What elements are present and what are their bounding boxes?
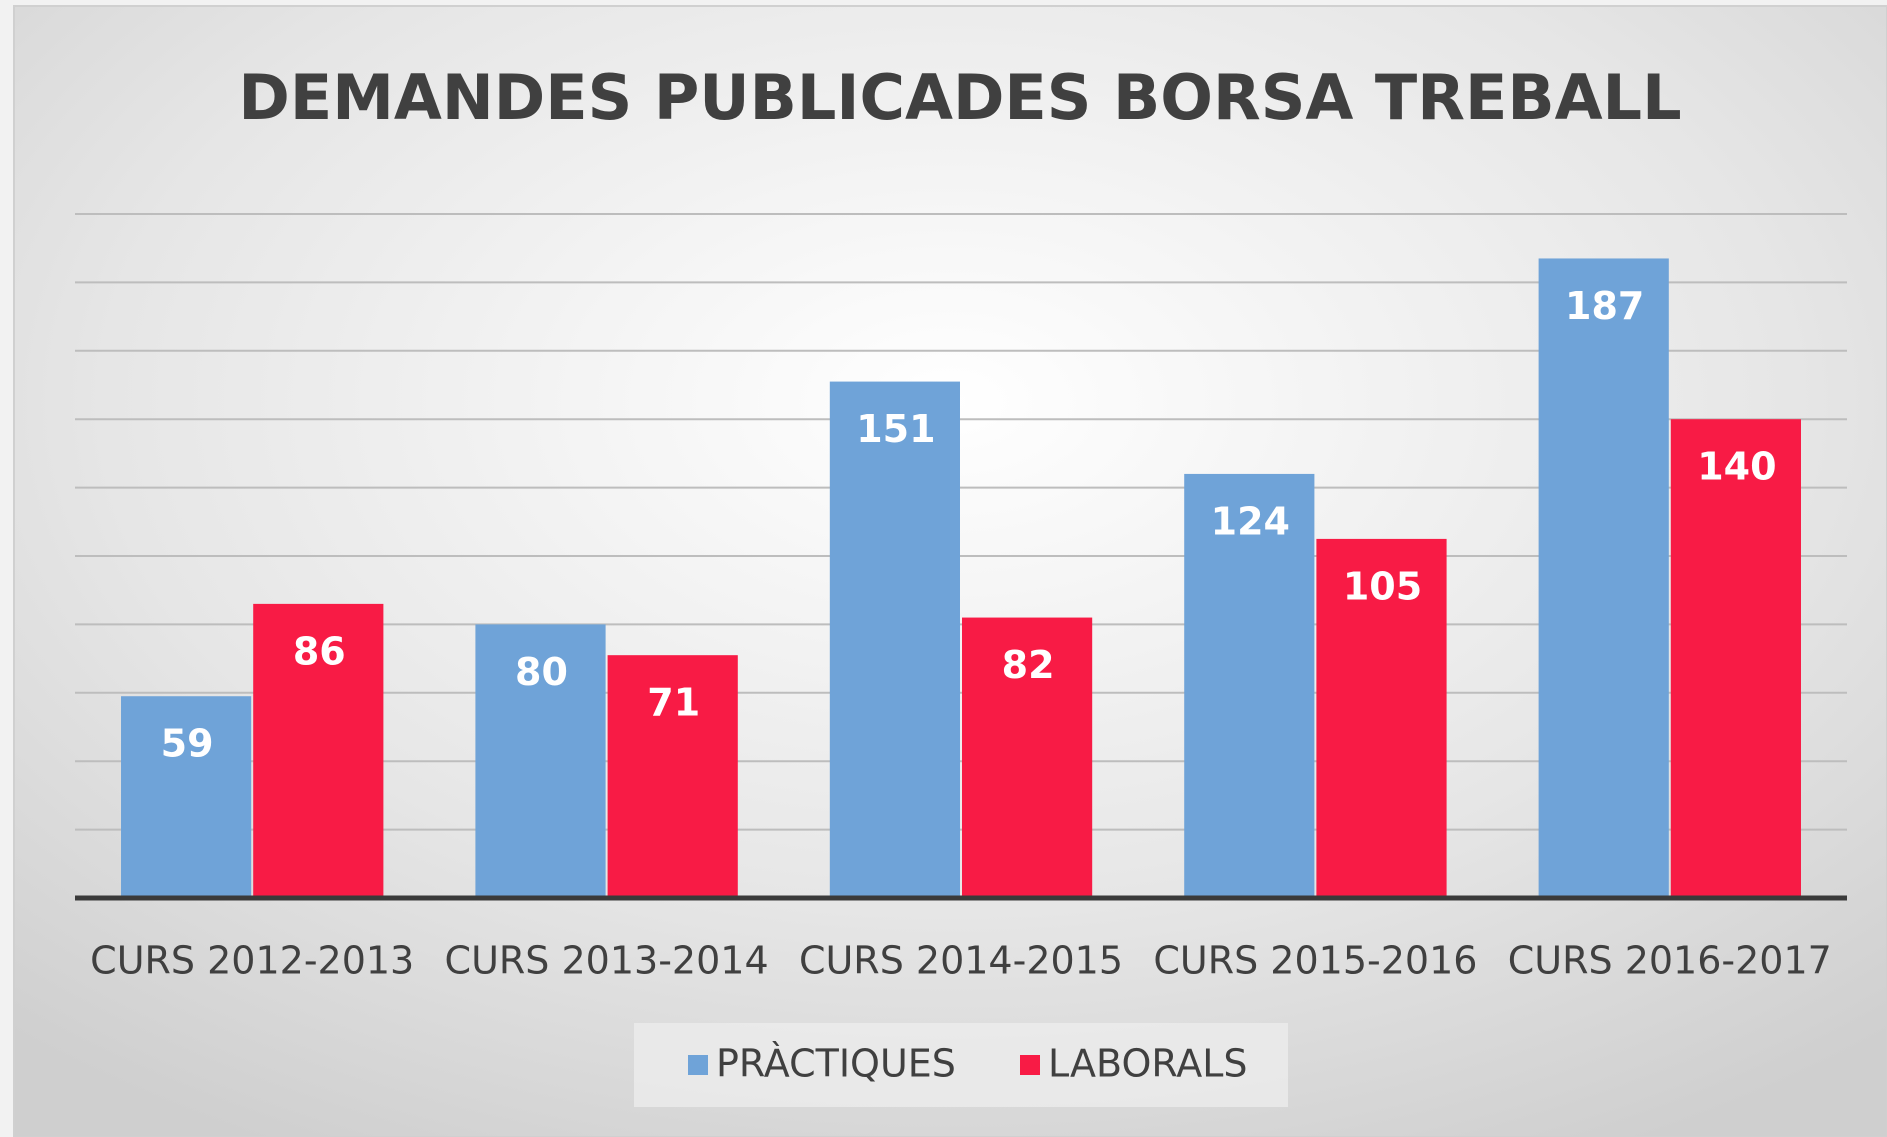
x-tick-label: CURS 2012-2013 bbox=[90, 939, 414, 983]
bar bbox=[121, 696, 252, 898]
chart-title: DEMANDES PUBLICADES BORSA TREBALL bbox=[238, 61, 1681, 134]
data-label: 151 bbox=[856, 407, 935, 451]
bar bbox=[607, 655, 738, 898]
legend-swatch bbox=[1020, 1055, 1040, 1075]
bar bbox=[475, 624, 606, 898]
data-label: 187 bbox=[1565, 284, 1644, 328]
data-label: 124 bbox=[1211, 499, 1290, 543]
bar bbox=[829, 381, 960, 899]
data-label: 59 bbox=[161, 722, 214, 766]
legend-label: PRÀCTIQUES bbox=[716, 1042, 956, 1086]
x-tick-label: CURS 2013-2014 bbox=[445, 939, 769, 983]
bar bbox=[962, 617, 1093, 898]
bar bbox=[1538, 258, 1669, 899]
legend-swatch bbox=[688, 1055, 708, 1075]
x-tick-label: CURS 2016-2017 bbox=[1508, 939, 1832, 983]
data-label: 80 bbox=[515, 650, 568, 694]
bar bbox=[1670, 419, 1801, 898]
bar bbox=[1316, 538, 1447, 898]
x-tick-label: CURS 2015-2016 bbox=[1153, 939, 1477, 983]
bar bbox=[253, 603, 384, 898]
data-label: 86 bbox=[293, 629, 346, 673]
x-tick-label: CURS 2014-2015 bbox=[799, 939, 1123, 983]
data-label: 71 bbox=[647, 681, 700, 725]
data-label: 82 bbox=[1002, 643, 1055, 687]
bar bbox=[1184, 473, 1315, 898]
data-label: 105 bbox=[1343, 564, 1422, 608]
legend-box bbox=[634, 1023, 1288, 1107]
legend-label: LABORALS bbox=[1048, 1042, 1248, 1086]
data-label: 140 bbox=[1697, 445, 1776, 489]
